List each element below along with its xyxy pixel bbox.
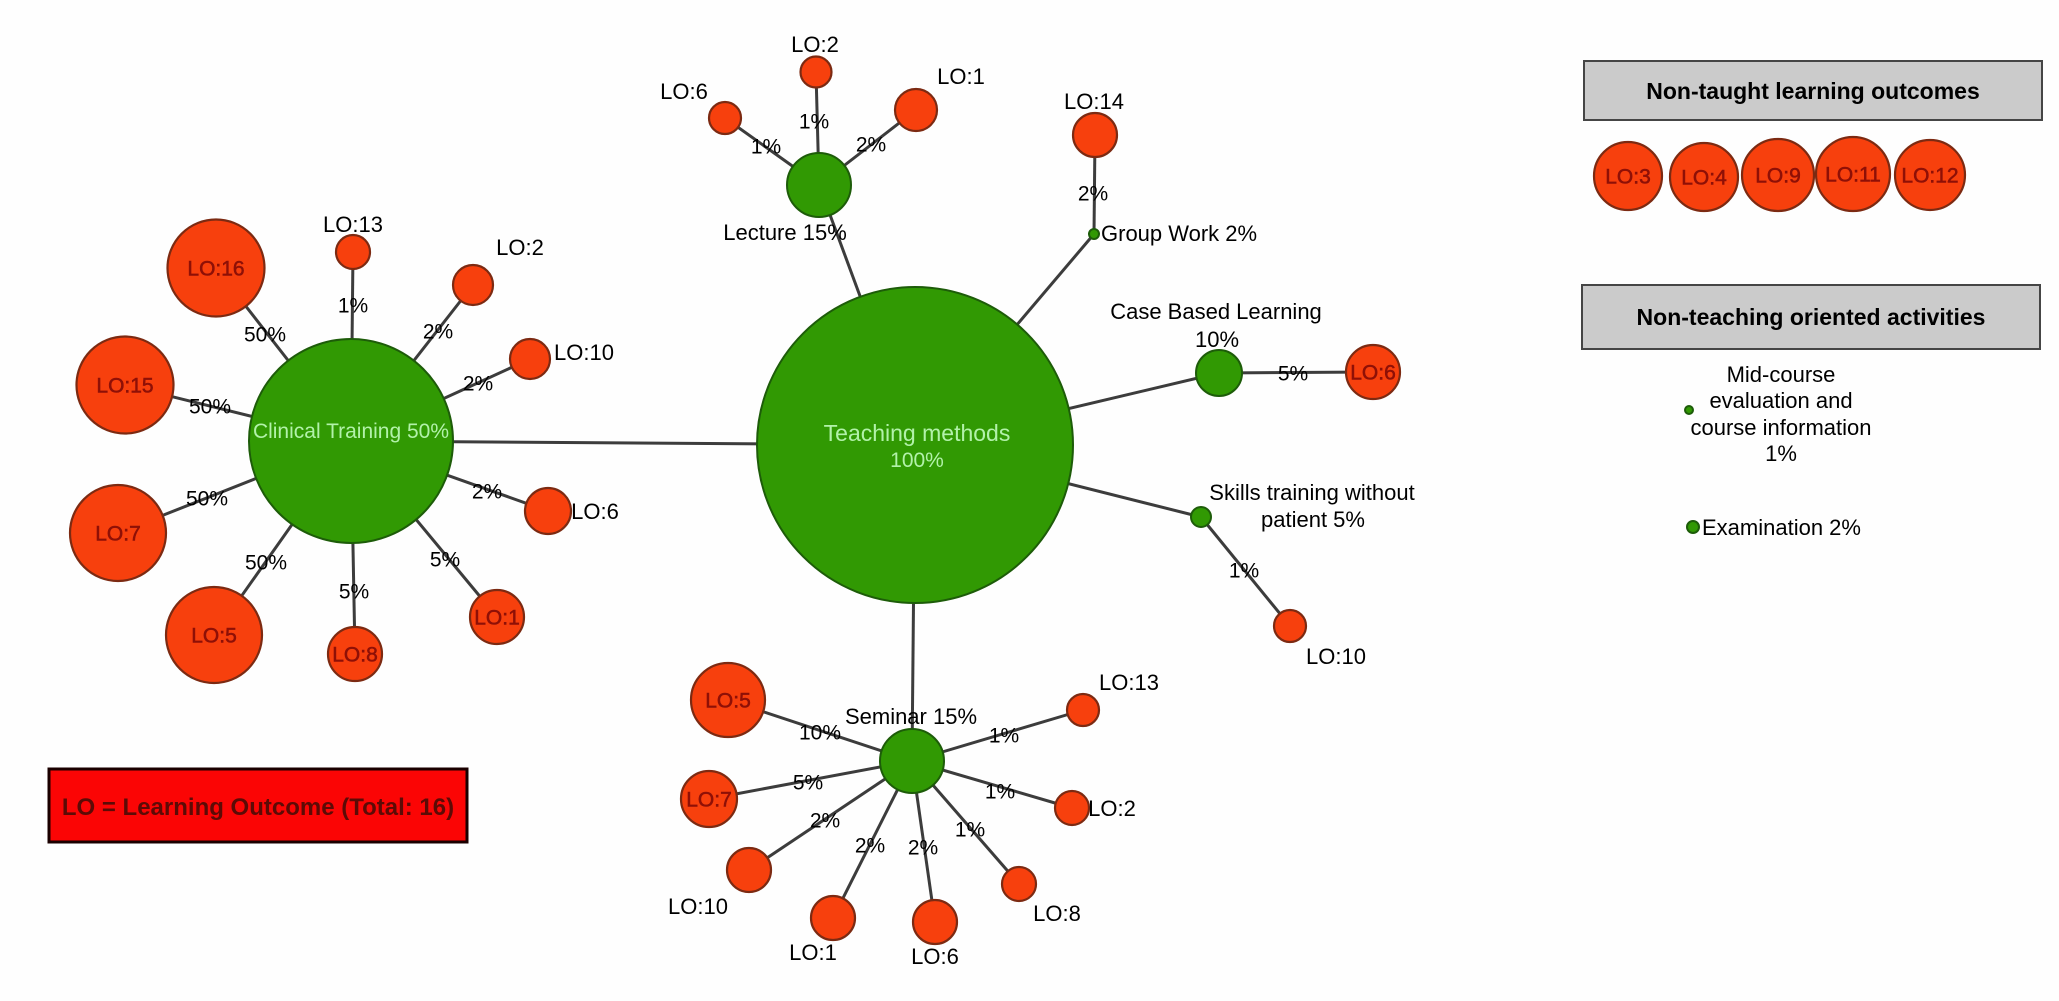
svg-text:LO:6: LO:6 xyxy=(1350,362,1396,385)
svg-text:Lecture 15%: Lecture 15% xyxy=(723,220,847,245)
svg-text:LO:9: LO:9 xyxy=(1755,165,1801,188)
svg-text:LO:10: LO:10 xyxy=(668,894,728,919)
svg-text:LO:10: LO:10 xyxy=(1306,644,1366,669)
svg-text:patient 5%: patient 5% xyxy=(1261,507,1365,532)
svg-text:2%: 2% xyxy=(1078,183,1108,206)
svg-text:LO:2: LO:2 xyxy=(496,235,544,260)
svg-text:LO:4: LO:4 xyxy=(1681,167,1727,190)
svg-text:5%: 5% xyxy=(430,549,460,572)
svg-text:LO:2: LO:2 xyxy=(791,32,839,57)
svg-text:2%: 2% xyxy=(855,835,885,858)
svg-text:2%: 2% xyxy=(810,810,840,833)
svg-text:Non-taught learning outcomes: Non-taught learning outcomes xyxy=(1646,78,1980,104)
svg-text:LO:14: LO:14 xyxy=(1064,89,1124,114)
svg-text:evaluation and: evaluation and xyxy=(1709,388,1852,413)
svg-text:1%: 1% xyxy=(955,819,985,842)
svg-text:LO:13: LO:13 xyxy=(323,212,383,237)
svg-text:2%: 2% xyxy=(423,321,453,344)
svg-text:2%: 2% xyxy=(472,481,502,504)
svg-text:Group Work 2%: Group Work 2% xyxy=(1101,221,1257,246)
svg-text:course information: course information xyxy=(1691,415,1872,440)
svg-text:LO:7: LO:7 xyxy=(95,523,141,546)
svg-text:1%: 1% xyxy=(799,111,829,134)
svg-text:Teaching methods: Teaching methods xyxy=(824,420,1011,446)
svg-text:1%: 1% xyxy=(985,781,1015,804)
svg-text:LO:6: LO:6 xyxy=(660,79,708,104)
svg-text:2%: 2% xyxy=(908,837,938,860)
svg-text:LO:16: LO:16 xyxy=(187,258,244,281)
svg-text:2%: 2% xyxy=(463,373,493,396)
svg-text:LO:3: LO:3 xyxy=(1605,166,1651,189)
svg-text:LO:2: LO:2 xyxy=(1088,796,1136,821)
svg-text:Clinical Training 50%: Clinical Training 50% xyxy=(253,420,449,443)
svg-text:LO:15: LO:15 xyxy=(96,375,153,398)
svg-text:1%: 1% xyxy=(338,295,368,318)
svg-text:LO:1: LO:1 xyxy=(474,607,520,630)
svg-text:LO:5: LO:5 xyxy=(705,690,751,713)
svg-text:LO:12: LO:12 xyxy=(1901,165,1958,188)
svg-text:1%: 1% xyxy=(1229,560,1259,583)
svg-text:LO:6: LO:6 xyxy=(571,499,619,524)
svg-text:50%: 50% xyxy=(245,552,287,575)
svg-text:50%: 50% xyxy=(189,396,231,419)
svg-text:50%: 50% xyxy=(186,488,228,511)
svg-text:Non-teaching oriented activiti: Non-teaching oriented activities xyxy=(1637,304,1986,330)
svg-text:1%: 1% xyxy=(1765,441,1797,466)
svg-text:LO:11: LO:11 xyxy=(1825,164,1881,187)
svg-text:LO:5: LO:5 xyxy=(191,625,237,648)
svg-text:LO:6: LO:6 xyxy=(911,944,959,969)
svg-text:Mid-course: Mid-course xyxy=(1727,362,1836,387)
svg-text:Skills training without: Skills training without xyxy=(1209,480,1414,505)
svg-text:LO:7: LO:7 xyxy=(686,789,732,812)
svg-text:1%: 1% xyxy=(751,136,781,159)
svg-text:Examination 2%: Examination 2% xyxy=(1702,515,1861,540)
svg-text:LO:10: LO:10 xyxy=(554,340,614,365)
svg-text:Case Based Learning: Case Based Learning xyxy=(1110,299,1322,324)
svg-text:5%: 5% xyxy=(793,772,823,795)
svg-text:2%: 2% xyxy=(856,134,886,157)
svg-text:10%: 10% xyxy=(1195,327,1239,352)
svg-text:LO:8: LO:8 xyxy=(332,644,378,667)
svg-text:LO = Learning Outcome (Total:: LO = Learning Outcome (Total: 16) xyxy=(62,794,454,821)
svg-text:1%: 1% xyxy=(989,725,1019,748)
svg-text:Seminar 15%: Seminar 15% xyxy=(845,704,977,729)
svg-text:LO:1: LO:1 xyxy=(937,64,985,89)
svg-text:LO:13: LO:13 xyxy=(1099,670,1159,695)
svg-text:100%: 100% xyxy=(890,449,944,472)
svg-text:LO:8: LO:8 xyxy=(1033,901,1081,926)
svg-text:LO:1: LO:1 xyxy=(789,940,837,965)
svg-text:10%: 10% xyxy=(799,722,841,745)
svg-text:5%: 5% xyxy=(1278,363,1308,386)
svg-text:5%: 5% xyxy=(339,581,369,604)
svg-text:50%: 50% xyxy=(244,324,286,347)
